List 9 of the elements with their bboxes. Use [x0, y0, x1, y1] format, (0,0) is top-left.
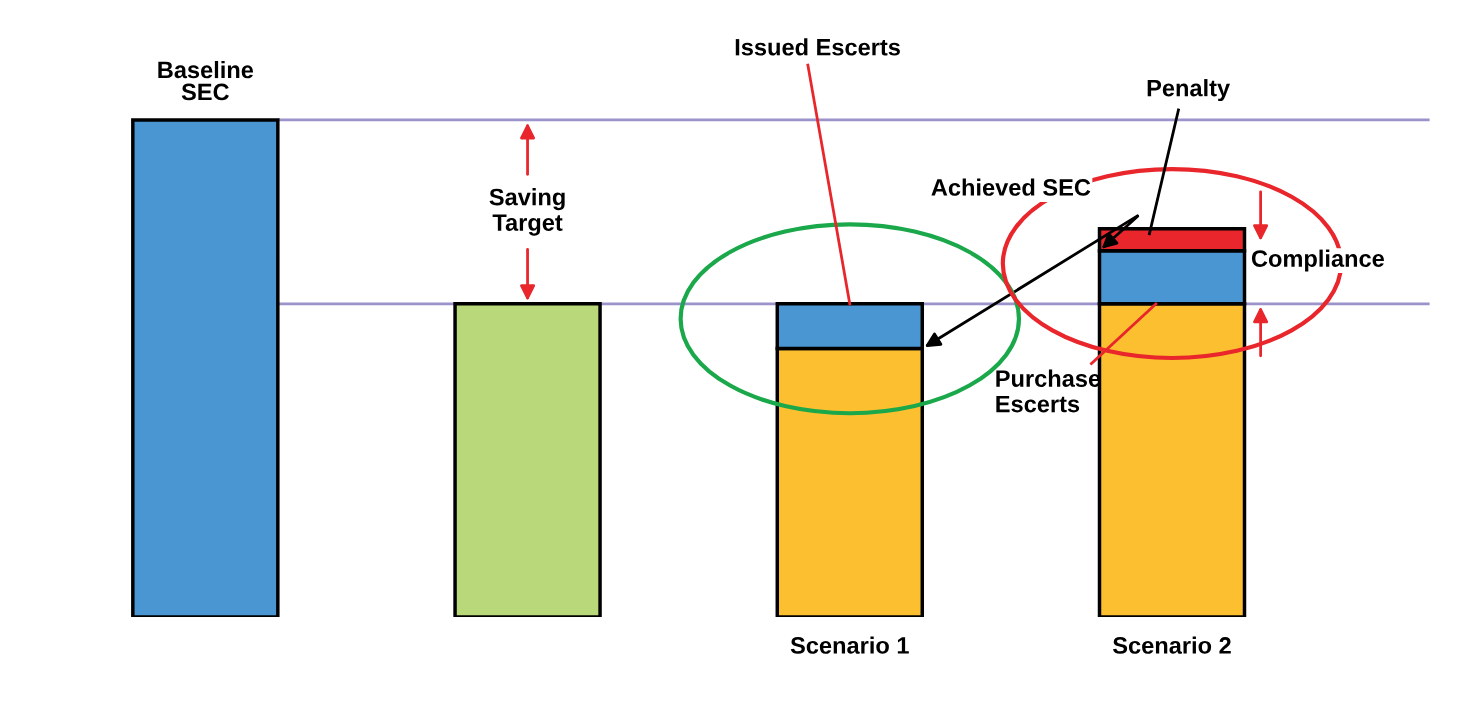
annotation: Compliance	[1251, 249, 1384, 272]
x-tick-label: Scenario 2	[1112, 636, 1231, 654]
text: Penalty	[1147, 79, 1230, 102]
x-tick-label: Scenario 1	[790, 636, 909, 654]
annotation: Issued Escerts	[735, 38, 900, 56]
annotation: Purchase Escerts	[996, 369, 1101, 413]
annotation: Achieved SEC	[931, 178, 1091, 196]
text: Baseline SEC	[158, 60, 254, 101]
annotation: Saving Target	[489, 188, 565, 236]
